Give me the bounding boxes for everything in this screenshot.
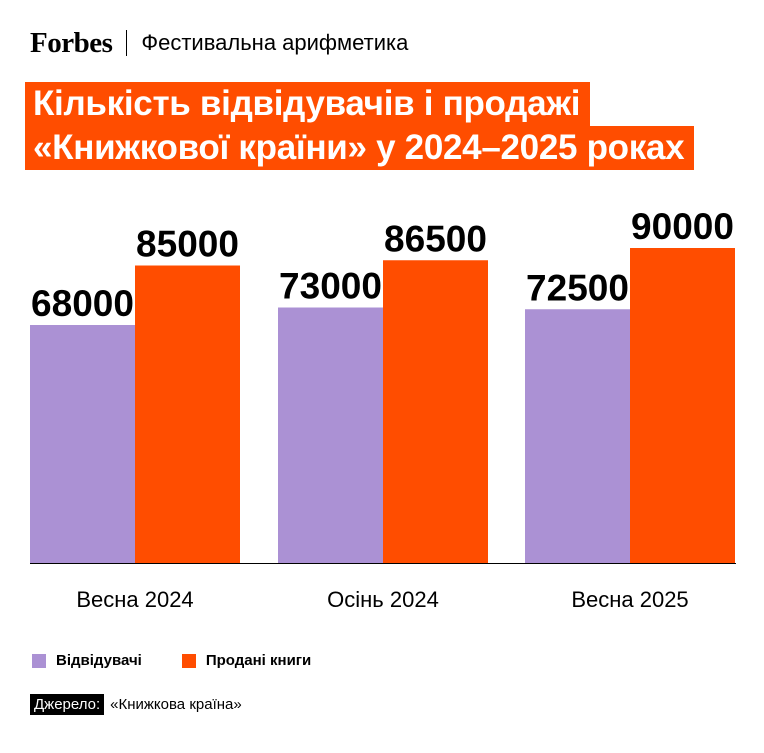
chart-title-line-2: «Книжкової країни» у 2024–2025 роках (25, 126, 695, 170)
bar-visitors-1 (278, 307, 383, 563)
chart-title-line-1: Кількість відвідувачів і продажі (25, 82, 591, 126)
category-label-2: Весна 2025 (571, 587, 688, 612)
bar-books-0 (135, 265, 240, 563)
source-label: Джерело: (30, 694, 105, 715)
bar-visitors-0 (30, 325, 135, 563)
section-title: Фестивальна арифметика (141, 30, 409, 55)
category-label-0: Весна 2024 (76, 587, 193, 612)
legend-swatch-books (181, 653, 196, 668)
legend-item-books: Продані книги (181, 652, 312, 669)
source: Джерело: «Книжкова країна» (30, 694, 242, 715)
data-label-visitors-2: 72500 (526, 267, 629, 308)
bar-visitors-2 (525, 309, 630, 563)
forbes-logo: Forbes (30, 26, 113, 59)
legend: Відвідувачі Продані книги (32, 652, 351, 669)
chart-title: Кількість відвідувачів і продажі «Книжко… (25, 82, 695, 170)
data-label-visitors-0: 68000 (31, 283, 134, 324)
legend-label-visitors: Відвідувачі (56, 652, 142, 669)
legend-swatch-visitors (32, 653, 46, 668)
category-label-1: Осінь 2024 (327, 587, 439, 612)
source-text: «Книжкова країна» (110, 696, 242, 713)
data-label-books-1: 86500 (384, 218, 487, 259)
header-divider (126, 30, 128, 56)
legend-label-books: Продані книги (205, 652, 312, 669)
data-label-visitors-1: 73000 (279, 266, 382, 307)
data-label-books-0: 85000 (136, 224, 239, 265)
data-label-books-2: 90000 (631, 206, 734, 247)
bar-books-2 (630, 248, 735, 563)
bar-books-1 (383, 260, 488, 563)
header: Forbes Фестивальна арифметика (30, 26, 408, 60)
legend-item-visitors: Відвідувачі (32, 652, 142, 669)
